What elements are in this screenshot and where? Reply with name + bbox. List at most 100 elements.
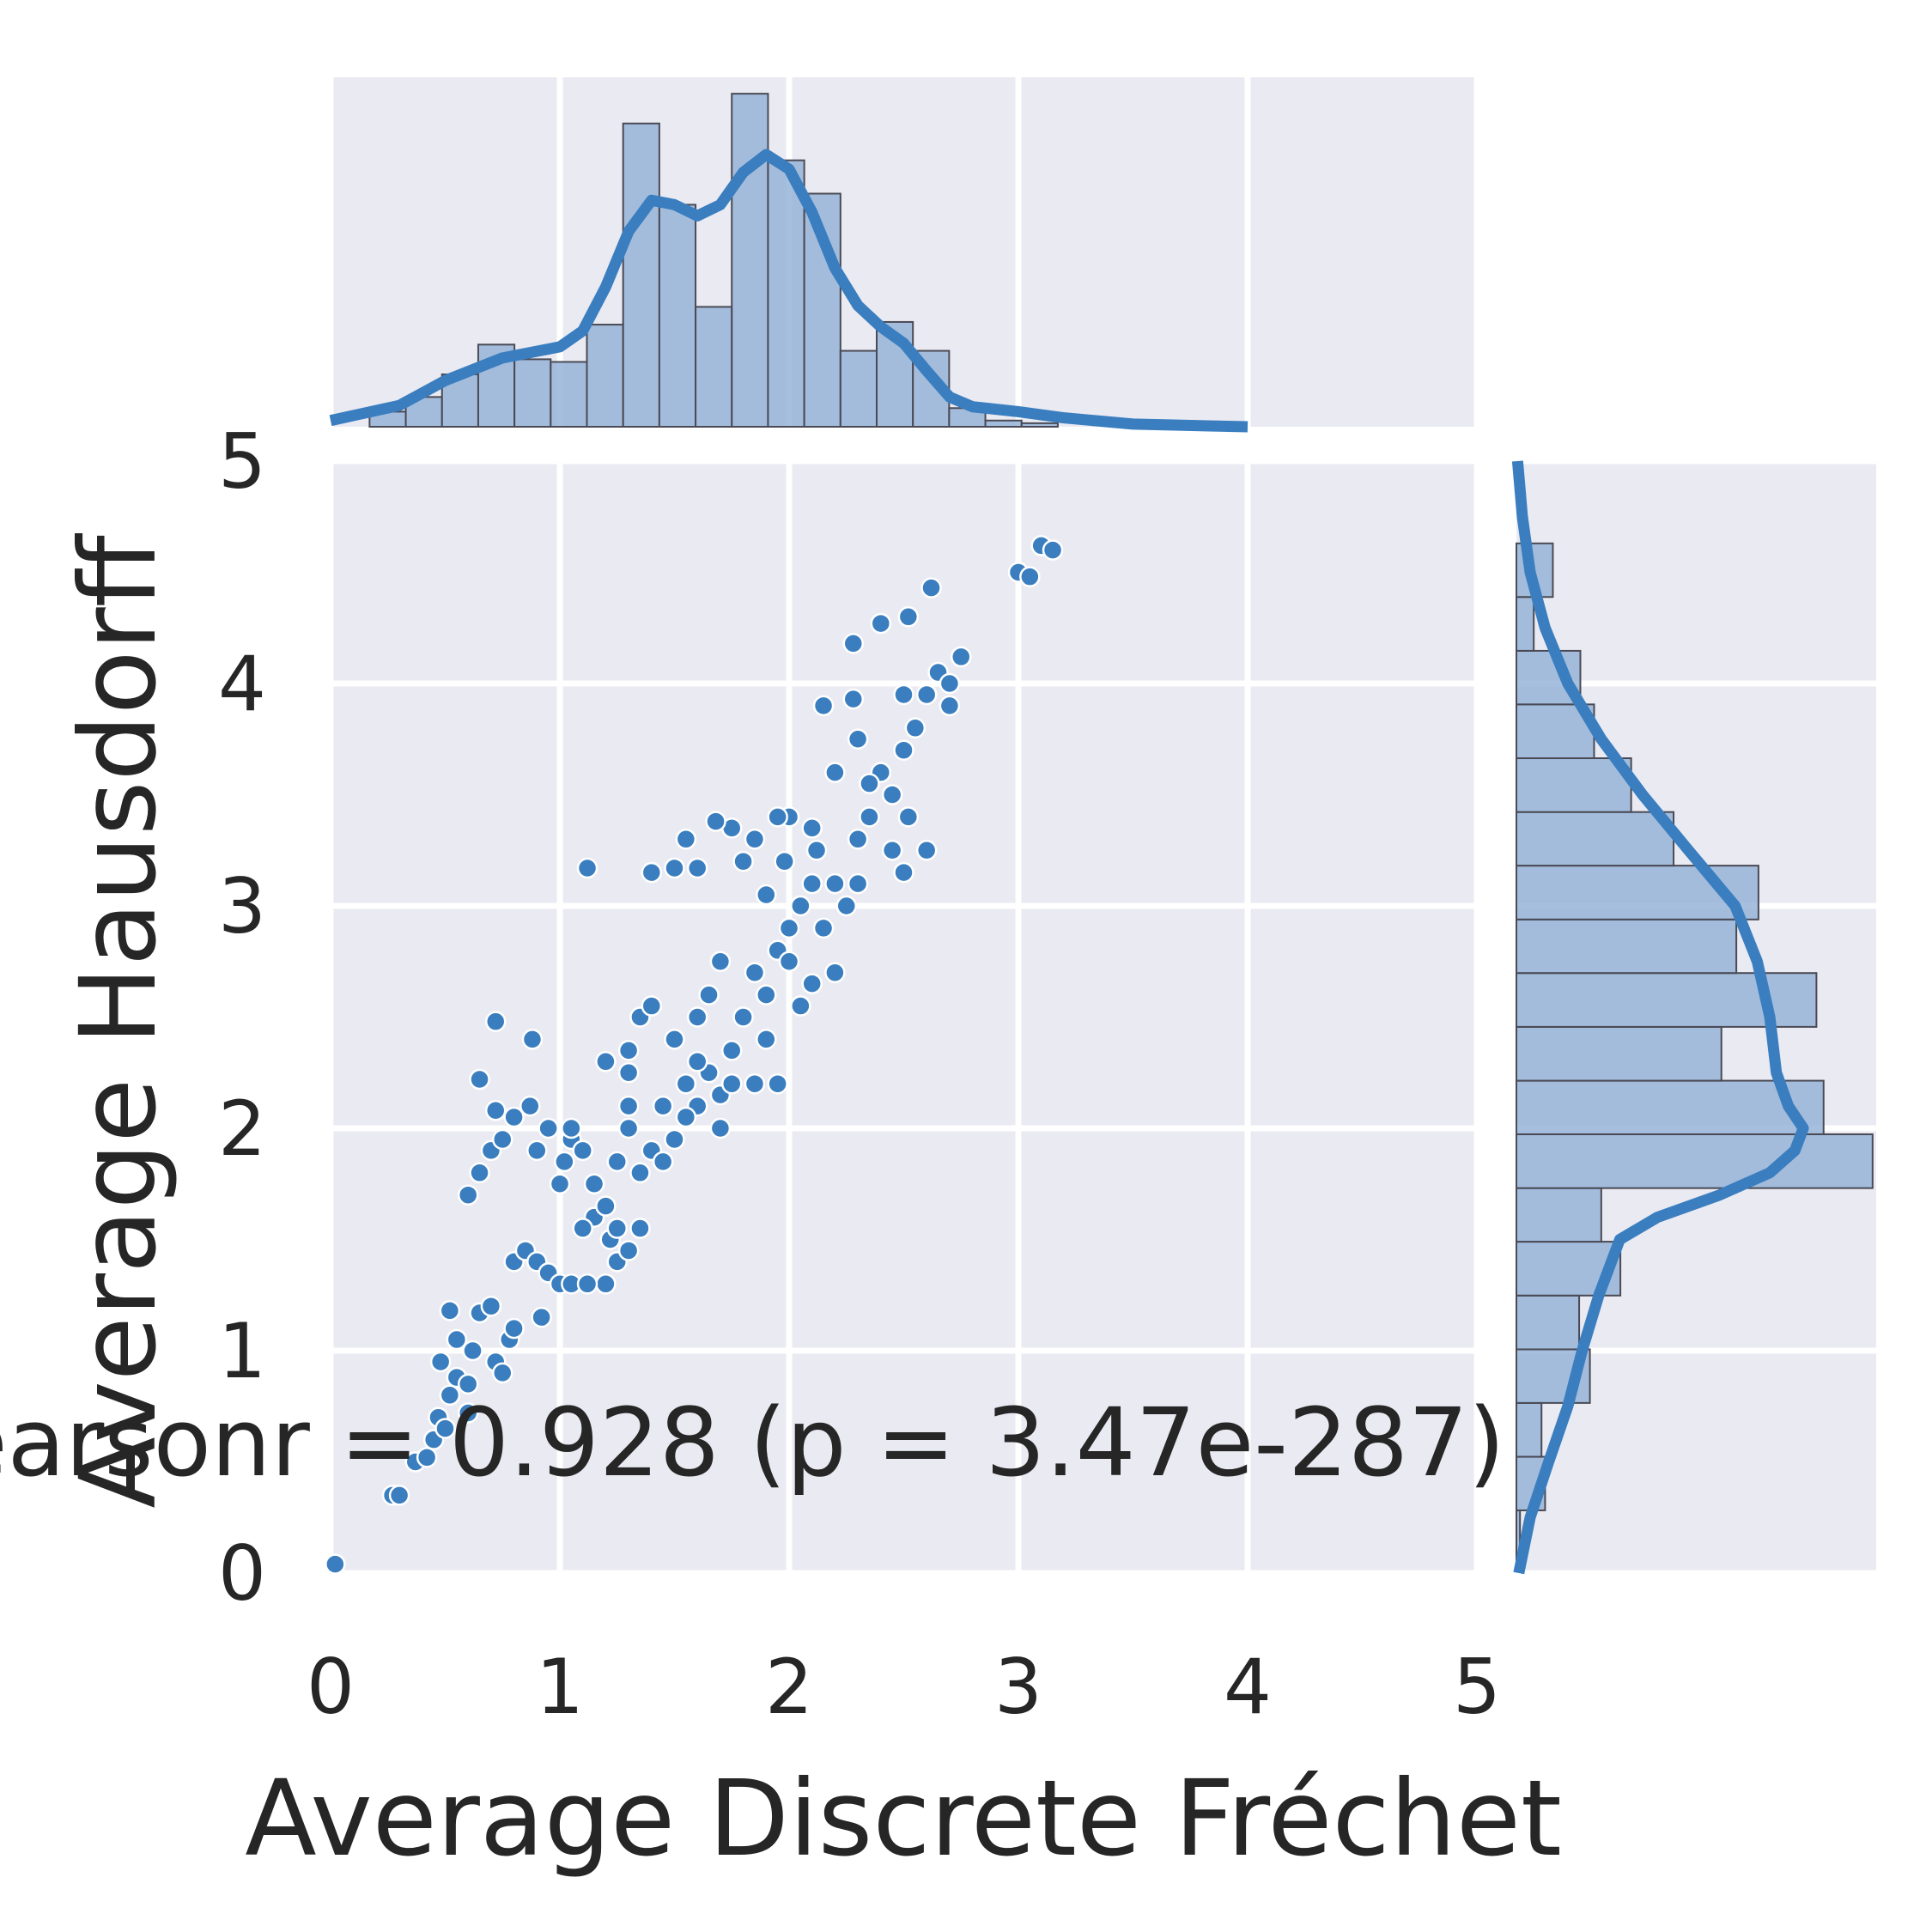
scatter-point <box>897 606 920 628</box>
scatter-point <box>554 1151 575 1173</box>
scatter-point <box>915 683 938 706</box>
scatter-point <box>416 1447 438 1468</box>
scatter-point <box>824 762 846 783</box>
scatter-point <box>686 1006 708 1028</box>
histogram-bar <box>1516 1187 1602 1243</box>
scatter-point <box>939 695 961 717</box>
histogram-bar <box>1516 757 1632 813</box>
scatter-point <box>824 962 846 983</box>
scatter-point <box>939 672 961 695</box>
scatter-point <box>812 917 835 939</box>
scatter-point <box>641 995 663 1017</box>
scatter-point <box>617 1040 640 1061</box>
scatter-point <box>801 872 823 895</box>
scatter-point <box>767 806 788 828</box>
scatter-point <box>538 1117 559 1139</box>
scatter-point <box>595 1273 617 1295</box>
scatter-point <box>446 1328 468 1351</box>
scatter-point <box>457 1184 479 1206</box>
scatter-point <box>641 861 663 884</box>
scatter-point <box>893 739 914 761</box>
scatter-point <box>549 1173 571 1194</box>
scatter-point <box>790 895 811 917</box>
histogram-bar <box>984 419 1023 428</box>
y-axis-label: Average Hausdorff <box>58 532 179 1508</box>
histogram-bar <box>1516 1294 1581 1351</box>
histogram-bar <box>404 396 443 428</box>
scatter-point <box>664 857 685 879</box>
scatter-point <box>629 1162 651 1184</box>
histogram-bar <box>1516 811 1675 867</box>
scatter-point <box>469 1068 490 1091</box>
kde-line <box>1511 460 1809 1575</box>
scatter-point <box>519 1095 541 1117</box>
scatter-point <box>675 1072 697 1095</box>
x-tick-label: 4 <box>1224 1643 1272 1731</box>
histogram-bar <box>803 192 841 428</box>
scatter-point <box>457 1373 479 1395</box>
scatter-point <box>686 857 708 879</box>
x-tick-label: 3 <box>994 1643 1042 1731</box>
scatter-point <box>709 951 732 972</box>
scatter-point <box>576 857 598 879</box>
y-tick-label: 3 <box>218 862 266 951</box>
scatter-point <box>439 1300 461 1321</box>
scatter-point <box>721 1040 743 1061</box>
histogram-bar <box>1516 1025 1722 1082</box>
scatter-point <box>774 850 795 872</box>
scatter-point <box>664 1128 685 1151</box>
scatter-point <box>705 811 726 832</box>
scatter-point <box>503 1106 525 1128</box>
scatter-point <box>881 840 903 861</box>
scatter-point <box>698 984 720 1005</box>
scatter-point <box>847 872 869 895</box>
plot-area <box>331 461 1477 1573</box>
scatter-point <box>870 612 892 635</box>
scatter-point <box>561 1117 582 1139</box>
scatter-point <box>756 884 777 906</box>
histogram-bar <box>1020 422 1059 428</box>
scatter-point <box>915 840 938 861</box>
scatter-point <box>756 984 777 1005</box>
scatter-point <box>859 773 880 794</box>
histogram-bar <box>1516 918 1738 975</box>
scatter-point <box>583 1173 605 1194</box>
scatter-point <box>457 1402 479 1424</box>
scatter-point <box>480 1295 502 1317</box>
scatter-point <box>434 1418 456 1439</box>
x-tick-label: 5 <box>1453 1643 1501 1731</box>
histogram-bar <box>513 358 552 428</box>
scatter-point <box>617 1240 640 1261</box>
x-axis-label: Average Discrete Fréchet <box>245 1758 1562 1880</box>
histogram-bar <box>586 324 624 428</box>
scatter-point <box>893 683 914 706</box>
histogram-bar <box>658 204 697 428</box>
histogram-bar <box>1516 1133 1874 1189</box>
scatter-point <box>617 1095 640 1117</box>
scatter-point <box>675 829 697 850</box>
scatter-point <box>1042 539 1064 561</box>
scatter-point <box>790 995 811 1017</box>
scatter-point <box>805 840 828 861</box>
histogram-bar <box>1516 1401 1543 1458</box>
scatter-point <box>812 695 835 717</box>
scatter-point <box>847 728 869 750</box>
scatter-point <box>744 1072 766 1095</box>
x-tick-label: 1 <box>536 1643 584 1731</box>
scatter-point <box>778 951 800 972</box>
scatter-point <box>325 1553 346 1575</box>
scatter-point <box>732 1006 754 1028</box>
scatter-point <box>606 1218 628 1239</box>
histogram-bar <box>1516 596 1535 652</box>
scatter-point <box>1019 566 1041 587</box>
scatter-point <box>595 1195 617 1217</box>
scatter-point <box>847 829 869 850</box>
scatter-point <box>484 1011 507 1032</box>
y-tick-label: 1 <box>218 1307 266 1395</box>
scatter-point <box>778 917 800 939</box>
scatter-point <box>951 646 972 668</box>
scatter-point <box>439 1384 461 1406</box>
scatter-point <box>920 577 942 598</box>
scatter-point <box>617 1117 640 1139</box>
